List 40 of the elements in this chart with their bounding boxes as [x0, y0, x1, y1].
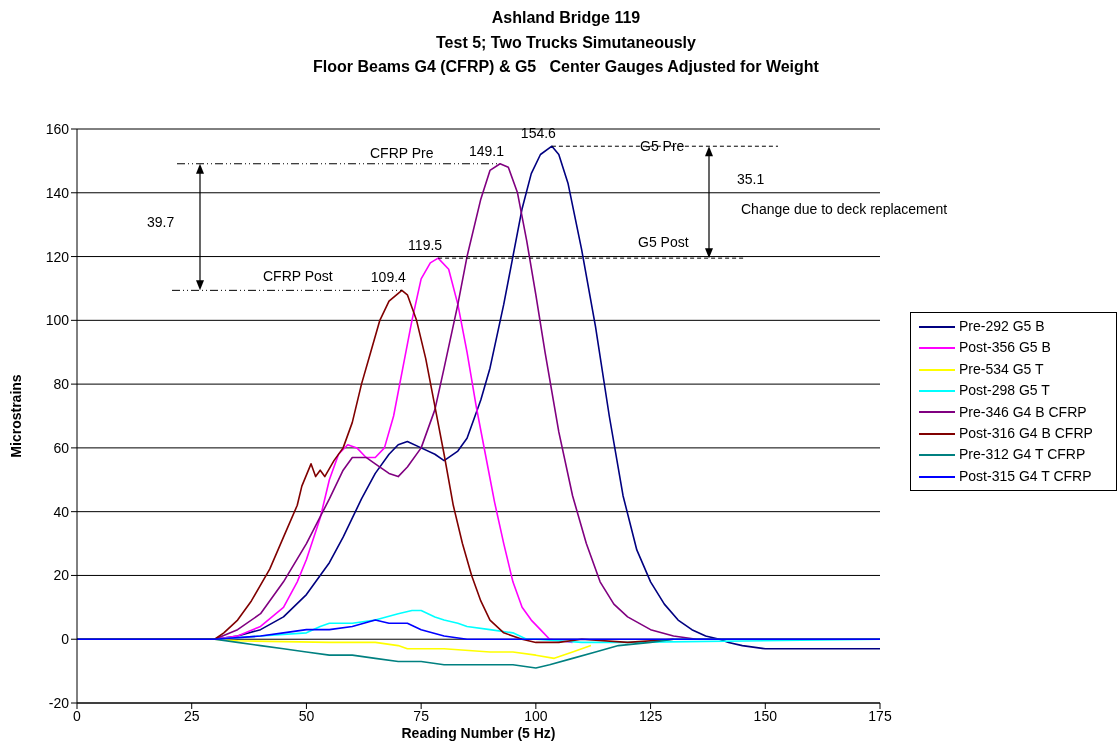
chart-title: Ashland Bridge 119 Test 5; Two Trucks Simutaneously Floor Beams G4 (CFRP) & G5 Center Gauges Adjusted for Weight	[312, 8, 820, 77]
legend-label: Post-315 G4 T CFRP	[959, 466, 1092, 486]
annotation: 39.7	[147, 213, 175, 230]
x-tick-label: 175	[868, 707, 892, 724]
y-tick-label: 160	[45, 120, 70, 137]
y-tick-label: 100	[45, 312, 70, 329]
legend-label: Pre-346 G4 B CFRP	[959, 402, 1087, 422]
x-tick-label: 25	[183, 707, 200, 724]
annotation: 119.5	[408, 237, 443, 254]
y-tick-label: 140	[45, 184, 70, 201]
x-tick-label: 75	[413, 707, 430, 724]
legend-label: Post-356 G5 B	[959, 338, 1051, 358]
x-tick-label: 50	[298, 707, 315, 724]
annotation: 109.4	[370, 269, 407, 286]
x-tick-label: 125	[638, 707, 663, 724]
y-tick-label: 120	[45, 248, 70, 265]
legend-label: Post-298 G5 T	[959, 381, 1050, 401]
legend-label: Post-316 G4 B CFRP	[959, 424, 1093, 444]
y-axis-title: Microstrains	[7, 374, 24, 458]
y-tick-label: 80	[53, 376, 70, 393]
legend-label: Pre-292 G5 B	[959, 317, 1045, 336]
x-tick-label: 100	[524, 707, 548, 724]
annotation: G5 Pre	[640, 137, 685, 154]
annotation: Change due to deck replacement	[741, 200, 948, 217]
x-tick-label: 0	[73, 707, 82, 724]
legend-label: Pre-534 G5 T	[959, 359, 1044, 379]
annotation: 149.1	[469, 142, 505, 159]
y-tick-label: 0	[61, 631, 70, 648]
annotation: CFRP Post	[263, 267, 333, 284]
annotation: G5 Post	[638, 233, 689, 250]
annotation: 35.1	[737, 170, 765, 187]
legend-label: Pre-312 G4 T CFRP	[959, 445, 1086, 465]
y-tick-label: -20	[48, 694, 70, 711]
y-tick-label: 60	[53, 439, 70, 456]
x-axis-title: Reading Number (5 Hz)	[401, 725, 556, 741]
annotation: 154.6	[520, 125, 557, 142]
annotation: CFRP Pre	[370, 144, 434, 161]
y-tick-label: 40	[53, 503, 70, 520]
x-tick-label: 150	[753, 707, 778, 724]
y-tick-label: 20	[53, 567, 70, 584]
